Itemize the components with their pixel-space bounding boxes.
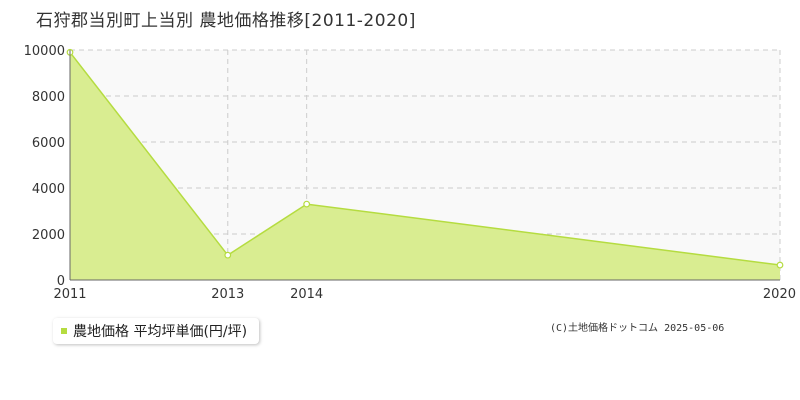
x-tick-label: 2020 [763, 287, 796, 302]
y-tick-label: 4000 [32, 182, 65, 197]
x-tick-labels: 2011 2013 2014 2020 [53, 287, 796, 302]
chart-title: 石狩郡当別町上当別 農地価格推移[2011-2020] [36, 11, 416, 31]
data-point-2014 [303, 200, 311, 208]
x-tick-label: 2011 [53, 287, 86, 302]
x-tick-label: 2014 [290, 287, 323, 302]
y-tick-label: 0 [57, 274, 65, 289]
y-tick-label: 8000 [32, 90, 65, 105]
x-tick-label: 2013 [211, 287, 244, 302]
legend-swatch [61, 328, 67, 334]
y-tick-label: 6000 [32, 136, 65, 151]
legend: 農地価格 平均坪単価(円/坪) [53, 318, 260, 344]
series-line [69, 51, 781, 266]
data-point-2020 [776, 261, 784, 269]
data-point-2013 [224, 251, 232, 259]
legend-label: 農地価格 平均坪単価(円/坪) [73, 324, 248, 340]
y-tick-label: 10000 [24, 44, 65, 59]
y-tick-labels: 0 2000 4000 6000 8000 10000 [24, 44, 65, 289]
data-points [66, 48, 784, 269]
y-tick-label: 2000 [32, 228, 65, 243]
copyright-text: (C)土地価格ドットコム 2025-05-06 [550, 323, 725, 334]
series-area [70, 52, 780, 280]
